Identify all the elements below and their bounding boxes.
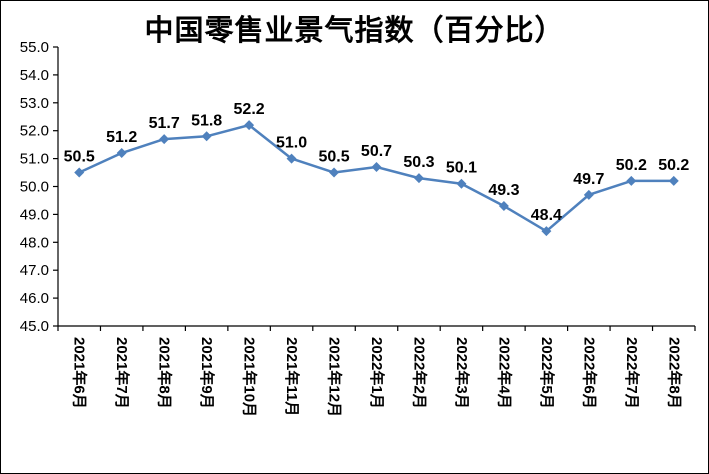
data-point-marker — [116, 148, 127, 159]
y-axis-label: 55.0 — [20, 39, 49, 56]
data-label: 50.7 — [361, 143, 392, 160]
data-label: 48.4 — [531, 207, 562, 224]
y-axis-label: 51.0 — [20, 151, 49, 168]
x-axis-label: 2022年5月 — [538, 337, 556, 409]
data-label: 52.2 — [234, 101, 265, 118]
y-axis-label: 50.0 — [20, 179, 49, 196]
y-axis-label: 46.0 — [20, 290, 49, 307]
x-axis-label: 2022年6月 — [580, 337, 598, 409]
x-axis-label: 2021年8月 — [156, 337, 174, 409]
x-axis-label: 2022年2月 — [410, 337, 428, 409]
data-point-marker — [244, 120, 255, 131]
data-point-marker — [74, 167, 85, 178]
data-point-marker — [201, 131, 212, 142]
data-label: 51.2 — [106, 129, 137, 146]
x-axis-label: 2022年3月 — [453, 337, 471, 409]
x-axis-label: 2021年9月 — [198, 337, 216, 409]
y-axis-label: 53.0 — [20, 95, 49, 112]
y-axis-label: 52.0 — [20, 123, 49, 140]
data-label: 51.7 — [149, 115, 180, 132]
y-axis-label: 54.0 — [20, 67, 49, 84]
x-axis-label: 2021年12月 — [326, 337, 344, 417]
data-label: 50.5 — [64, 149, 95, 166]
data-label: 50.2 — [658, 157, 689, 174]
data-point-marker — [159, 134, 170, 145]
y-axis-label: 49.0 — [20, 206, 49, 223]
y-axis-label: 47.0 — [20, 262, 49, 279]
data-point-marker — [329, 167, 340, 178]
data-point-marker — [541, 226, 552, 237]
data-point-marker — [456, 178, 467, 189]
data-label: 49.7 — [573, 171, 604, 188]
y-axis-label: 45.0 — [20, 318, 49, 335]
data-label: 50.5 — [318, 149, 349, 166]
x-axis-label: 2022年4月 — [495, 337, 513, 409]
data-label: 50.1 — [446, 160, 477, 177]
data-point-marker — [371, 161, 382, 172]
chart-title: 中国零售业景气指数（百分比） — [144, 15, 565, 47]
data-label: 51.0 — [276, 135, 307, 152]
data-point-marker — [626, 175, 637, 186]
data-point-marker — [413, 173, 424, 184]
x-axis-label: 2021年10月 — [241, 337, 259, 417]
x-axis-label: 2021年6月 — [71, 337, 89, 409]
data-point-marker — [286, 153, 297, 164]
y-axis-label: 48.0 — [20, 234, 49, 251]
data-point-marker — [583, 189, 594, 200]
data-point-marker — [668, 175, 679, 186]
data-label: 49.3 — [488, 182, 519, 199]
x-axis-label: 2022年1月 — [368, 337, 386, 409]
x-axis-label: 2022年8月 — [665, 337, 683, 409]
x-axis-label: 2021年11月 — [283, 337, 301, 416]
data-point-marker — [498, 201, 509, 212]
data-label: 51.8 — [191, 112, 222, 129]
x-axis-label: 2022年7月 — [623, 337, 641, 409]
data-label: 50.2 — [616, 157, 647, 174]
data-label: 50.3 — [403, 154, 434, 171]
x-axis-label: 2021年7月 — [113, 337, 131, 409]
